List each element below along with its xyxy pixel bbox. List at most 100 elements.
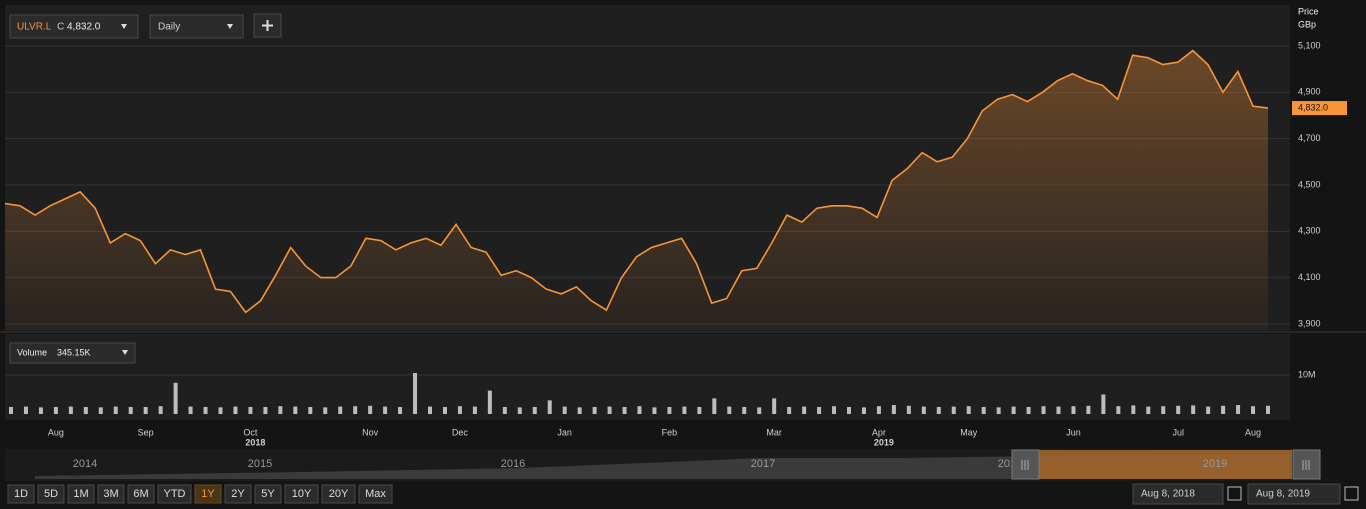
last-price-tag xyxy=(1292,101,1347,116)
x-year-label: 2018 xyxy=(245,437,265,447)
volume-bar xyxy=(188,406,193,414)
range-button-label: 2Y xyxy=(231,488,245,500)
volume-bar xyxy=(532,406,537,414)
dropdown-arrow[interactable] xyxy=(121,24,127,29)
navigator-selection[interactable] xyxy=(1038,450,1292,479)
volume-bar xyxy=(1236,405,1241,414)
volume-bar xyxy=(996,407,1001,414)
range-button[interactable] xyxy=(194,484,222,504)
last-price-label: 4,832.0 xyxy=(1298,102,1328,112)
volume-bar xyxy=(338,406,343,414)
axis-title: Price xyxy=(1298,6,1319,16)
volume-bar xyxy=(607,406,612,414)
volume-title: Volume xyxy=(17,347,47,357)
symbol-box[interactable] xyxy=(9,14,139,39)
volume-bar xyxy=(428,406,432,414)
date-to-box[interactable] xyxy=(1247,483,1341,505)
y-tick-label: 4,500 xyxy=(1298,179,1321,189)
volume-panel xyxy=(5,334,1290,420)
volume-bar xyxy=(263,406,268,414)
ticker: ULVR.L xyxy=(17,22,52,33)
calendar-icon[interactable] xyxy=(1227,486,1242,501)
range-button[interactable] xyxy=(67,484,95,504)
navigator-history xyxy=(35,455,1290,479)
volume-bar xyxy=(757,407,762,414)
volume-bar xyxy=(847,406,851,414)
x-tick-label: Aug xyxy=(1245,427,1261,437)
plus-icon xyxy=(262,20,273,31)
calendar-icon[interactable] xyxy=(1344,486,1359,501)
volume-bar xyxy=(1101,394,1106,414)
x-tick-label: Apr xyxy=(872,427,886,437)
range-button[interactable] xyxy=(37,484,65,504)
volume-bar xyxy=(891,405,896,414)
range-button[interactable] xyxy=(321,484,356,504)
range-button-label: 20Y xyxy=(329,488,349,500)
volume-bar xyxy=(861,407,866,414)
range-button-label: YTD xyxy=(164,488,186,500)
volume-bar xyxy=(83,406,88,414)
volume-bar xyxy=(1011,406,1016,414)
volume-bar xyxy=(652,407,657,414)
x-tick-label: Dec xyxy=(452,427,469,437)
volume-bar xyxy=(218,407,223,414)
range-button[interactable] xyxy=(97,484,125,504)
x-tick-label: Nov xyxy=(362,427,379,437)
range-button[interactable] xyxy=(254,484,282,504)
range-button[interactable] xyxy=(284,484,319,504)
handle-grip xyxy=(1021,460,1029,470)
volume-bar xyxy=(158,406,163,414)
date-to: Aug 8, 2019 xyxy=(1256,489,1310,500)
volume-bar xyxy=(592,406,597,414)
x-tick-label: Jan xyxy=(557,427,572,437)
volume-bar xyxy=(712,398,717,414)
navigator-year: 2014 xyxy=(73,458,97,470)
volume-bar xyxy=(787,406,792,414)
volume-bar xyxy=(502,406,507,414)
range-button[interactable] xyxy=(358,484,393,504)
volume-bar xyxy=(936,406,941,414)
volume-bar xyxy=(413,373,418,414)
y-tick-label: 4,700 xyxy=(1298,133,1321,143)
date-from-box[interactable] xyxy=(1132,483,1224,505)
range-button[interactable] xyxy=(224,484,252,504)
dropdown-arrow[interactable] xyxy=(227,24,233,29)
range-button[interactable] xyxy=(157,484,192,504)
volume-bar xyxy=(906,405,911,414)
volume-bar xyxy=(1116,406,1121,414)
volume-bar xyxy=(368,405,373,414)
volume-bar xyxy=(383,406,388,414)
x-tick-label: Aug xyxy=(48,427,64,437)
volume-bar xyxy=(817,406,822,414)
range-button[interactable] xyxy=(7,484,35,504)
range-button-label: Max xyxy=(365,488,386,500)
volume-bar xyxy=(308,406,313,414)
range-button-label: 1Y xyxy=(201,488,215,500)
interval-box[interactable] xyxy=(149,14,244,39)
volume-bar xyxy=(547,400,552,414)
volume-bar xyxy=(113,406,118,414)
y-tick-label: 3,900 xyxy=(1298,318,1321,328)
x-year-label: 2019 xyxy=(874,437,894,447)
volume-bar xyxy=(577,407,582,414)
volume-bar xyxy=(981,406,986,414)
handle-grip xyxy=(1302,460,1310,470)
volume-legend-box[interactable] xyxy=(9,342,136,364)
range-button-label: 5D xyxy=(44,488,58,500)
volume-bar xyxy=(457,406,462,414)
range-button-label: 6M xyxy=(133,488,148,500)
volume-bar xyxy=(143,406,148,414)
volume-bar xyxy=(1056,406,1061,414)
dropdown-arrow[interactable] xyxy=(122,350,128,355)
volume-bar xyxy=(562,406,567,414)
volume-bar xyxy=(293,406,298,414)
x-tick-label: Jul xyxy=(1172,427,1184,437)
volume-bar xyxy=(697,406,702,414)
price-line xyxy=(4,49,1269,314)
x-tick-label: May xyxy=(960,427,978,437)
y-tick-label: 4,900 xyxy=(1298,87,1321,97)
range-button[interactable] xyxy=(127,484,155,504)
volume-bar xyxy=(951,406,956,414)
volume-bar xyxy=(1026,406,1031,414)
navigator-year: 2015 xyxy=(248,458,272,470)
